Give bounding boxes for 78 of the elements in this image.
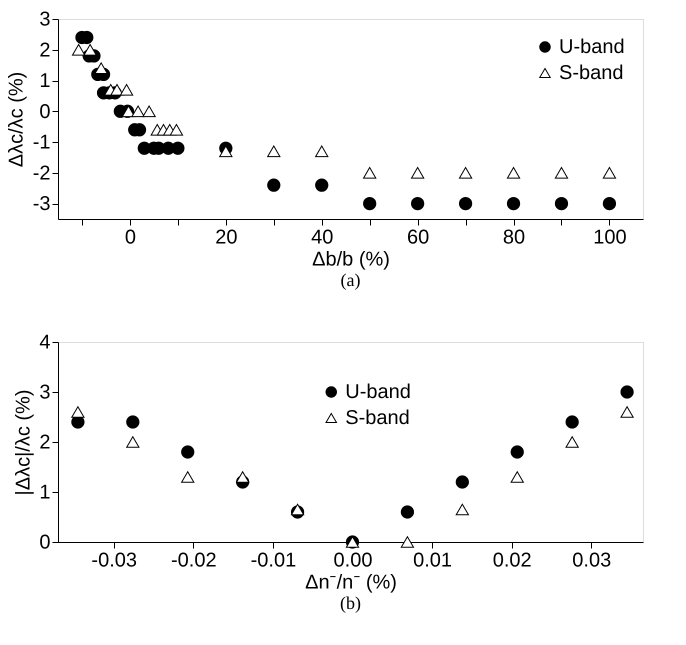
point [566, 415, 579, 429]
point [181, 445, 194, 459]
point [602, 167, 616, 179]
point [458, 197, 472, 210]
point [72, 44, 86, 56]
point [506, 197, 520, 210]
point [363, 197, 376, 210]
legend-label: U-band [345, 381, 411, 403]
point [458, 167, 472, 179]
point [315, 178, 328, 192]
point [411, 197, 424, 210]
y-tick-label: -2 [32, 162, 50, 184]
text: (a) [340, 270, 360, 290]
point [120, 84, 134, 96]
x-tick-label: 0.03 [572, 550, 612, 572]
y-axis-title: |Δλc|/λc (%) [12, 390, 34, 496]
y-tick-label: 2 [39, 39, 50, 62]
point [219, 146, 232, 158]
point [363, 167, 376, 179]
y-tick-label: 0 [39, 100, 50, 123]
point [267, 146, 280, 158]
point [142, 106, 156, 118]
y-tick-label: -3 [32, 193, 50, 216]
point [510, 471, 524, 483]
point [510, 445, 524, 459]
point [411, 167, 424, 179]
x-tick-label: 0.01 [413, 550, 452, 572]
point [566, 436, 579, 448]
point [602, 197, 616, 210]
point [84, 44, 97, 56]
y-tick-label: 1 [39, 482, 50, 504]
point [315, 146, 328, 158]
x-tick-label: -0.03 [91, 550, 138, 572]
point [126, 436, 140, 448]
point [126, 415, 140, 429]
x-tick-label: -0.02 [171, 550, 217, 572]
point [267, 178, 280, 192]
point [506, 167, 520, 179]
point [554, 167, 568, 179]
x-tick-label: 40 [311, 226, 334, 248]
point [171, 142, 184, 155]
point [554, 197, 568, 210]
point [400, 536, 414, 548]
y-tick-label: 3 [39, 382, 50, 404]
x-tick-label: 20 [215, 226, 238, 248]
point [71, 406, 85, 418]
legend-label: S-band [345, 407, 410, 429]
y-tick-label: -1 [32, 132, 50, 154]
x-tick-label: 0.02 [492, 550, 532, 572]
point [620, 406, 634, 418]
x-tick-label: 100 [593, 226, 627, 248]
y-axis-title: Δλc/λc (%) [6, 72, 28, 168]
point [181, 471, 194, 483]
point [620, 385, 634, 399]
x-tick-label: 80 [502, 226, 526, 248]
text: (b) [340, 593, 361, 613]
legend-label: U-band [559, 36, 625, 58]
x-tick-label: 0 [124, 226, 136, 248]
x-axis-title: Δn⁻/n⁻ (%) [305, 572, 397, 594]
x-tick-label: 0.00 [334, 550, 372, 572]
x-tick-label: -0.01 [250, 550, 296, 572]
x-tick-label: 60 [407, 226, 430, 248]
point [456, 475, 469, 489]
point [110, 84, 124, 96]
x-axis-title: Δb/b (%) [312, 248, 390, 270]
y-tick-label: 0 [39, 532, 50, 554]
point [456, 504, 469, 516]
point [290, 504, 304, 516]
y-tick-label: 4 [39, 332, 50, 354]
point [170, 124, 184, 136]
point [236, 471, 250, 483]
y-tick-label: 1 [39, 70, 50, 92]
y-tick-label: 2 [39, 432, 50, 454]
legend-label: S-band [559, 62, 624, 84]
point [400, 505, 414, 519]
y-tick-label: 3 [39, 8, 50, 30]
point [94, 62, 108, 74]
point [131, 106, 145, 118]
